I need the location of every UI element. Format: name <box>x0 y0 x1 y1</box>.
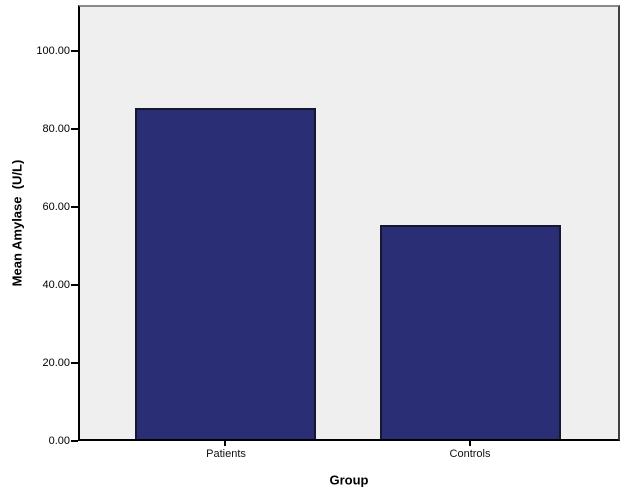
y-tick-mark <box>71 284 78 286</box>
y-tick-mark <box>71 206 78 208</box>
x-axis-title: Group <box>329 472 369 488</box>
x-category-label-controls: Controls <box>449 448 491 460</box>
y-axis-tick-marks <box>71 5 78 442</box>
bar-controls <box>380 224 561 439</box>
y-tick-mark <box>71 362 78 364</box>
x-tick-mark-patients <box>224 441 226 446</box>
x-category-label-patients: Patients <box>206 448 246 460</box>
y-tick-label: 0.00 <box>48 435 70 447</box>
y-tick-mark <box>71 440 78 442</box>
y-tick-mark <box>71 128 78 130</box>
y-tick-label: 20.00 <box>42 357 70 369</box>
y-tick-label: 40.00 <box>42 279 70 291</box>
y-tick-mark <box>71 50 78 52</box>
y-tick-label: 80.00 <box>42 123 70 135</box>
bar-patients <box>135 107 316 439</box>
y-tick-label: 60.00 <box>42 201 70 213</box>
plot-area <box>78 5 620 441</box>
y-axis-tick-labels: 0.00 20.00 40.00 60.00 80.00 100.00 <box>0 5 70 447</box>
y-tick-label: 100.00 <box>36 45 70 57</box>
x-tick-mark-controls <box>469 441 471 446</box>
